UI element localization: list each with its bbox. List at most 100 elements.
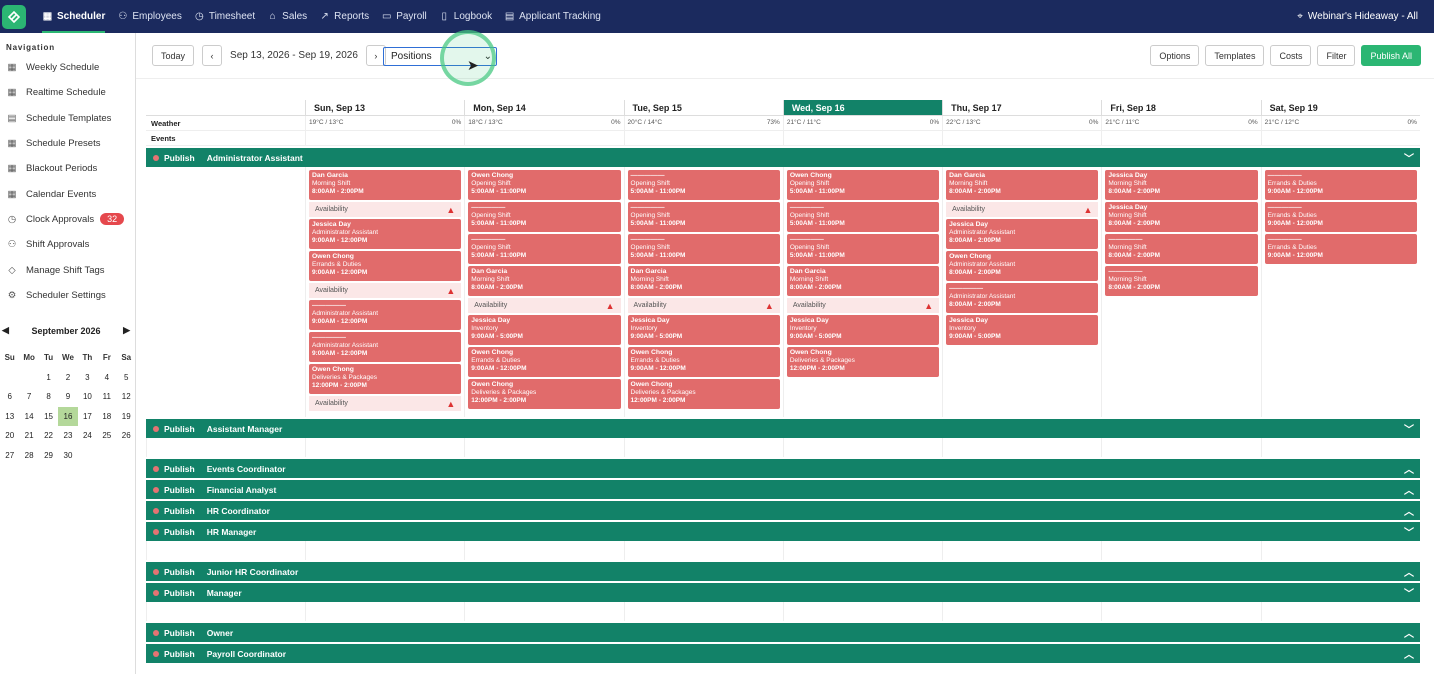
calendar-day[interactable]: 8 [46,392,51,401]
events-cell[interactable] [782,131,942,145]
calendar-day[interactable]: 23 [63,431,73,440]
next-month-icon[interactable]: ▶ [123,325,130,335]
prev-week-button[interactable]: ‹ [202,45,223,66]
shift-card[interactable]: ————— Opening Shift 5:00AM - 11:00PM [786,234,940,264]
position-section-header[interactable]: Publish Administrator Assistant ﹀ [146,148,1420,167]
shift-card[interactable]: Dan Garcia Morning Shift 8:00AM - 2:00PM [786,266,940,296]
empty-cell[interactable] [464,541,623,560]
shift-card[interactable]: Owen Chong Errands & Duties 9:00AM - 12:00… [308,251,462,281]
empty-cell[interactable] [304,541,464,560]
calendar-day[interactable]: 22 [44,431,53,440]
empty-cell[interactable] [623,541,783,560]
calendar-day[interactable]: 12 [121,392,131,401]
shift-card[interactable]: ————— Opening Shift 5:00AM - 11:00PM [627,170,780,200]
calendar-day[interactable]: 26 [121,431,131,440]
sidebar-item-weekly-schedule[interactable]: ▦ Weekly Schedule [0,55,135,80]
shift-card[interactable]: ————— Errands & Duties 9:00AM - 12:00PM [1264,234,1417,264]
calendar-day[interactable]: 16 [58,406,78,426]
availability-bar[interactable]: Availability ▲ [308,283,462,298]
day-header[interactable]: Sun, Sep 13 [304,100,464,115]
shift-card[interactable]: Jessica Day Administrator Assistant 9:00AM… [308,219,462,249]
availability-bar[interactable]: Availability ▲ [627,298,780,313]
shift-card[interactable]: Owen Chong Deliveries & Packages 12:00PM -… [786,347,940,377]
calendar-day[interactable]: 25 [102,431,112,440]
calendar-day[interactable]: 3 [85,372,90,382]
location-selector[interactable]: ⌖ Webinar's Hideaway - All [1297,0,1418,33]
empty-cell[interactable] [782,438,942,457]
shift-card[interactable]: Owen Chong Errands & Duties 9:00AM - 12:00… [468,347,621,377]
shift-card[interactable]: Jessica Day Morning Shift 8:00AM - 2:00PM [1105,170,1258,200]
shift-card[interactable]: Jessica Day Inventory 9:00AM - 5:00PM [946,315,1099,345]
chevron-up-icon[interactable]: ︿ [1404,486,1414,497]
empty-cell[interactable] [1260,602,1420,621]
shift-card[interactable]: ————— Opening Shift 5:00AM - 11:00PM [468,234,621,264]
nav-item-sales[interactable]: ⌂ Sales [261,0,313,33]
calendar-day[interactable]: 19 [121,411,131,421]
events-cell[interactable] [1101,131,1260,145]
chevron-down-icon[interactable]: ﹀ [1404,589,1414,600]
shift-card[interactable]: ————— Administrator Assistant 9:00AM - 12:… [308,300,462,330]
shift-card[interactable]: Jessica Day Morning Shift 8:00AM - 2:00PM [1105,202,1258,232]
day-header[interactable]: Sat, Sep 19 [1260,100,1420,115]
shift-card[interactable]: Owen Chong Deliveries & Packages 12:00PM -… [627,379,780,409]
templates-button[interactable]: Templates [1205,45,1265,66]
calendar-day[interactable]: 5 [124,372,129,382]
chevron-up-icon[interactable]: ︿ [1404,650,1414,661]
day-header[interactable]: Wed, Sep 16 [782,100,943,115]
shift-card[interactable]: ————— Morning Shift 8:00AM - 2:00PM [1105,266,1258,296]
empty-cell[interactable] [464,438,623,457]
nav-item-applicant-tracking[interactable]: ▤ Applicant Tracking [498,0,607,33]
events-cell[interactable] [464,131,623,145]
empty-cell[interactable] [464,602,623,621]
position-section-header[interactable]: Publish Events Coordinator ︿ [146,459,1420,478]
calendar-day[interactable]: 29 [44,450,53,460]
chevron-up-icon[interactable]: ︿ [1404,465,1414,476]
availability-bar[interactable]: Availability ▲ [946,202,1099,217]
empty-cell[interactable] [1260,438,1420,457]
calendar-day[interactable]: 10 [82,392,92,401]
shift-card[interactable]: ————— Administrator Assistant 9:00AM - 12:… [308,332,462,362]
calendar-day[interactable]: 1 [46,372,51,382]
availability-bar[interactable]: Availability ▲ [468,298,621,313]
next-week-button[interactable]: › [365,45,386,66]
app-logo-icon[interactable] [2,4,26,29]
empty-cell[interactable] [782,602,942,621]
costs-button[interactable]: Costs [1270,45,1312,66]
position-section-header[interactable]: Publish HR Manager ﹀ [146,522,1420,541]
sidebar-item-schedule-templates[interactable]: ▤ Schedule Templates [0,106,135,131]
sidebar-item-realtime-schedule[interactable]: ▦ Realtime Schedule [0,80,135,105]
day-header[interactable]: Tue, Sep 15 [623,100,783,115]
shift-card[interactable]: ————— Opening Shift 5:00AM - 11:00PM [468,202,621,232]
shift-card[interactable]: Dan Garcia Morning Shift 8:00AM - 2:00PM [946,170,1099,200]
calendar-day[interactable]: 27 [5,450,15,460]
sidebar-item-clock-approvals[interactable]: ◷ Clock Approvals 32 [0,207,135,232]
shift-card[interactable]: ————— Errands & Duties 9:00AM - 12:00PM [1264,202,1417,232]
calendar-day[interactable]: 15 [44,411,53,421]
empty-cell[interactable] [1101,602,1260,621]
calendar-day[interactable]: 4 [104,372,110,382]
chevron-down-icon[interactable]: ﹀ [1404,425,1414,436]
chevron-down-icon[interactable]: ﹀ [1404,154,1414,165]
shift-card[interactable]: Jessica Day Inventory 9:00AM - 5:00PM [627,315,780,345]
shift-card[interactable]: Dan Garcia Morning Shift 8:00AM - 2:00PM [627,266,780,296]
sidebar-item-shift-approvals[interactable]: ⚇ Shift Approvals [0,232,135,257]
nav-item-employees[interactable]: ⚇ Employees [111,0,187,33]
empty-cell[interactable] [782,541,942,560]
sidebar-item-scheduler-settings[interactable]: ⚙ Scheduler Settings [0,283,135,308]
availability-bar[interactable]: Availability ▲ [308,202,462,217]
shift-card[interactable]: Jessica Day Inventory 9:00AM - 5:00PM [786,315,940,345]
day-header[interactable]: Mon, Sep 14 [464,100,623,115]
shift-card[interactable]: ————— Morning Shift 8:00AM - 2:00PM [1105,234,1258,264]
calendar-day[interactable]: 21 [24,431,34,440]
sidebar-item-blackout-periods[interactable]: ▦ Blackout Periods [0,156,135,181]
shift-card[interactable]: ————— Administrator Assistant 8:00AM - 2:0… [946,283,1099,313]
shift-card[interactable]: Owen Chong Errands & Duties 9:00AM - 12:00… [627,347,780,377]
shift-card[interactable]: ————— Opening Shift 5:00AM - 11:00PM [627,234,780,264]
nav-item-scheduler[interactable]: ▦ Scheduler [36,0,111,33]
position-section-header[interactable]: Publish Manager ﹀ [146,583,1420,602]
calendar-day[interactable]: 11 [102,392,111,401]
sidebar-item-calendar-events[interactable]: ▦ Calendar Events [0,181,135,206]
shift-card[interactable]: Owen Chong Deliveries & Packages 12:00PM -… [468,379,621,409]
calendar-day[interactable]: 28 [24,450,34,460]
empty-cell[interactable] [623,602,783,621]
